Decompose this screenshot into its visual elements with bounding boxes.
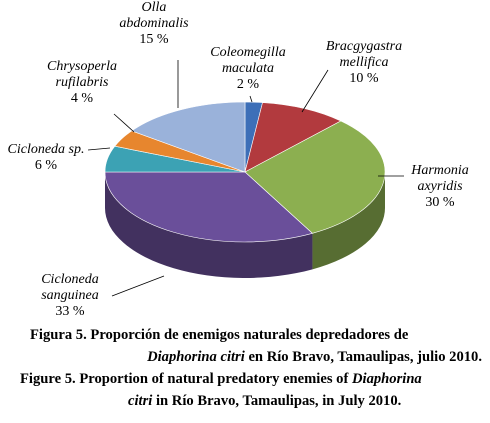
slice-label-5-0: Chrysoperla [47,59,117,74]
caption-es-line-2: Diaphorina citri en Río Bravo, Tamaulipa… [0,346,490,368]
slice-pct-0: 2 % [237,77,260,92]
slice-label-0-1: maculata [222,61,274,76]
slice-label-2-1: axyridis [417,179,463,194]
caption-en-species-1: Diaphorina [351,371,422,387]
leader-line-0 [249,95,253,103]
pie-sides [105,172,385,278]
slice-top-2 [244,120,386,234]
leader-line-1 [301,69,329,113]
slice-label-1-1: mellifica [340,55,389,70]
slice-pct-4: 6 % [35,158,58,173]
slice-pct-6: 15 % [139,32,169,47]
slice-top-6 [131,101,246,173]
slice-pct-3: 33 % [55,304,85,319]
slice-pct-2: 30 % [425,195,455,210]
leader-line-4 [87,147,111,151]
slice-top-3 [104,171,314,243]
slice-label-4-0: Cicloneda sp. [8,142,85,157]
caption-en-species-2: citri [128,393,153,409]
caption-es-suffix: en Río Bravo, Tamaulipas, julio 2010. [244,349,482,365]
caption-en-prefix: Figure 5. Proportion of natural predator… [20,371,352,387]
slice-label-3-1: sanguinea [41,288,99,303]
leader-lines [87,60,404,297]
slice-pct-5: 4 % [71,91,94,106]
slice-label-1-0: Bracgygastra [326,39,402,54]
slice-label-3-0: Cicloneda [41,272,99,287]
leader-line-3 [111,275,165,297]
slice-label-5-1: rufilabris [56,75,109,90]
figure-caption: Figura 5. Proporción de enemigos natural… [0,324,490,412]
slice-side-2 [312,172,385,270]
caption-en-suffix: in Río Bravo, Tamaulipas, in July 2010. [152,393,402,409]
caption-es-species: Diaphorina citri [147,349,245,365]
slice-label-2-0: Harmonia [410,163,469,178]
slice-side-3 [105,172,313,278]
caption-en-line-1: Figure 5. Proportion of natural predator… [0,368,490,390]
leader-line-5 [113,113,135,133]
caption-es-line-1: Figura 5. Proporción de enemigos natural… [30,327,409,343]
slice-pct-1: 10 % [349,71,379,86]
slice-top-1 [244,102,342,173]
slice-label-6-1: abdominalis [119,16,189,31]
pie-tops [104,101,386,243]
caption-en-line-2: citri in Río Bravo, Tamaulipas, in July … [0,390,490,412]
slice-label-0-0: Coleomegilla [210,45,285,60]
slice-label-6-0: Olla [142,0,167,15]
